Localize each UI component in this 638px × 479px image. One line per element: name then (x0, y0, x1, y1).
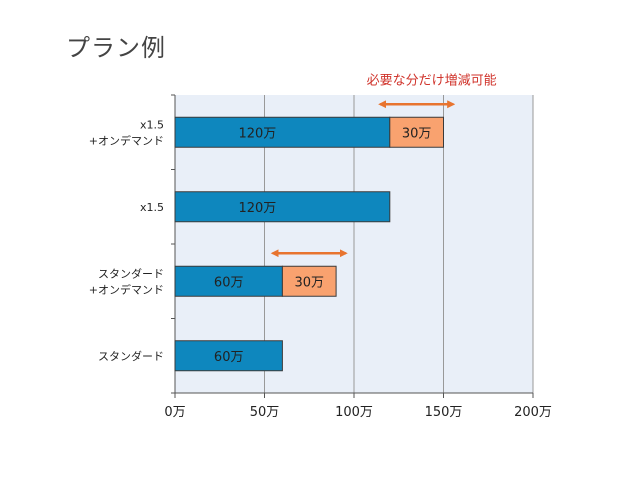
category-label: x1.5 (140, 118, 164, 131)
x-tick-label: 100万 (335, 405, 373, 420)
bar-base (174, 265, 283, 297)
annotation-label: 必要な分だけ増減可能 (367, 72, 497, 88)
x-tick-label: 0万 (164, 405, 185, 420)
data-label: 60万 (214, 275, 244, 290)
x-tick-label: 50万 (250, 405, 280, 420)
category-label: +オンデマンド (89, 133, 164, 147)
x-tick-label: 150万 (425, 405, 463, 420)
category-label: スタンダード (98, 266, 164, 280)
data-label: 30万 (294, 275, 324, 290)
bar-base (174, 116, 391, 148)
category-label: x1.5 (140, 201, 164, 214)
x-tick-label: 200万 (514, 405, 552, 420)
category-label: +オンデマンド (89, 282, 164, 296)
data-label: 30万 (402, 126, 432, 141)
bar-base (174, 191, 391, 223)
bar-extra (281, 265, 337, 297)
bar-extra (389, 116, 444, 148)
data-label: 120万 (238, 201, 276, 216)
data-label: 60万 (214, 350, 244, 365)
page-title: プラン例 (66, 34, 166, 62)
category-label: スタンダード (98, 349, 164, 363)
data-label: 120万 (238, 126, 276, 141)
bar-base (174, 340, 283, 372)
